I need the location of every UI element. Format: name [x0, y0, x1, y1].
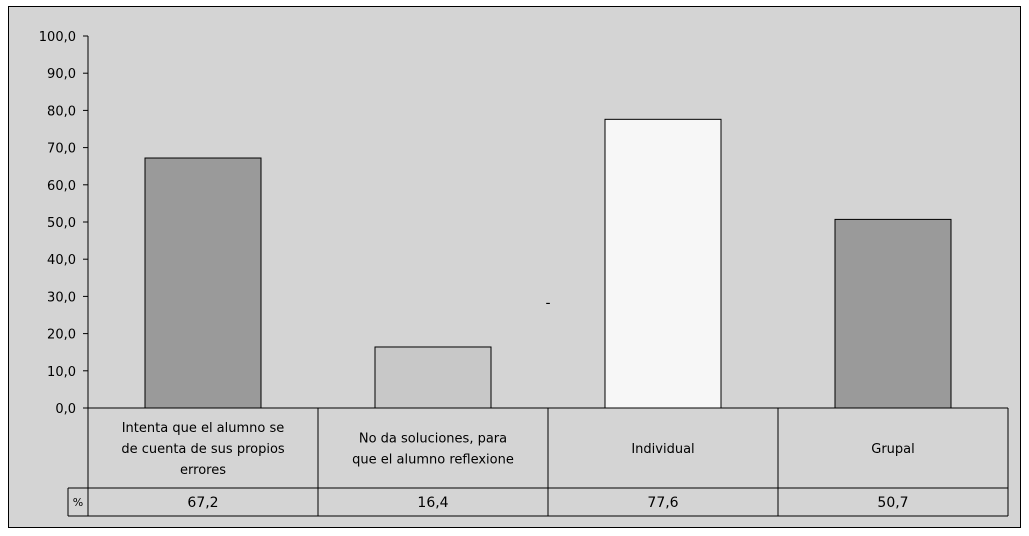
y-tick-label: 30,0	[47, 290, 76, 305]
bar	[144, 157, 262, 409]
bar	[604, 118, 722, 409]
y-tick-label: 20,0	[47, 328, 76, 343]
category-label: Intenta que el alumno se	[122, 421, 285, 436]
data-value-label: 16,4	[417, 495, 448, 511]
y-tick-label: 70,0	[47, 142, 76, 157]
category-label: No da soluciones, para	[359, 432, 507, 447]
y-tick-label: 60,0	[47, 179, 76, 194]
category-label: Individual	[631, 442, 694, 457]
chart-frame: 0,0 10,0 20,0 30,0 40,0 50,0 60,0 70,0 80,0 90,0 1…	[8, 6, 1021, 528]
y-tick-label: 40,0	[47, 253, 76, 268]
y-tick-label: 90,0	[47, 67, 76, 82]
data-value-label: 77,6	[647, 495, 678, 511]
y-tick-label: 50,0	[47, 216, 76, 231]
y-tick-label: 80,0	[47, 104, 76, 119]
category-label: errores	[180, 463, 226, 478]
annotation-mark: -	[545, 296, 550, 312]
category-label: de cuenta de sus propios	[121, 442, 285, 457]
data-value-label: 50,7	[877, 495, 908, 511]
bar	[834, 218, 952, 409]
y-tick-label: 100,0	[39, 30, 76, 45]
category-label: que el alumno reflexione	[352, 453, 514, 468]
bar-chart: 0,0 10,0 20,0 30,0 40,0 50,0 60,0 70,0 80,0 90,0 1…	[8, 6, 1021, 528]
y-tick-label: 0,0	[55, 402, 76, 417]
data-value-label: 67,2	[187, 495, 218, 511]
series-legend-label: %	[73, 496, 83, 509]
category-label: Grupal	[871, 442, 915, 457]
bar	[374, 346, 492, 409]
y-tick-label: 10,0	[47, 365, 76, 380]
